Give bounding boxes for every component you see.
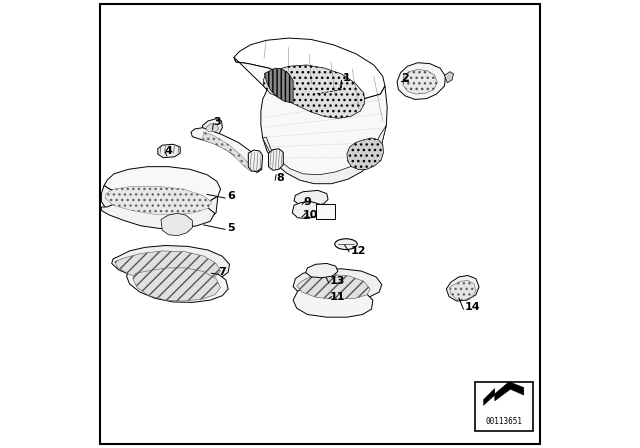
- Text: 4: 4: [164, 146, 172, 155]
- Text: 14: 14: [464, 302, 480, 312]
- Text: 10: 10: [303, 210, 318, 220]
- Polygon shape: [203, 119, 222, 136]
- Polygon shape: [306, 263, 338, 278]
- Ellipse shape: [335, 239, 357, 250]
- Text: 9: 9: [303, 198, 311, 207]
- Polygon shape: [292, 202, 323, 219]
- Text: 2: 2: [401, 73, 410, 83]
- Polygon shape: [262, 125, 387, 184]
- Polygon shape: [101, 185, 218, 225]
- Polygon shape: [158, 144, 180, 158]
- Text: 1: 1: [342, 73, 350, 83]
- Polygon shape: [115, 251, 221, 283]
- Polygon shape: [449, 280, 476, 300]
- Text: 8: 8: [276, 173, 284, 183]
- Polygon shape: [269, 149, 284, 170]
- Text: 3: 3: [213, 117, 221, 127]
- Polygon shape: [484, 382, 524, 405]
- Polygon shape: [112, 246, 230, 283]
- Polygon shape: [234, 57, 387, 184]
- Polygon shape: [101, 196, 215, 228]
- Polygon shape: [127, 264, 228, 302]
- Polygon shape: [104, 167, 221, 204]
- Polygon shape: [297, 274, 370, 299]
- Text: 11: 11: [330, 292, 346, 302]
- Polygon shape: [161, 213, 192, 236]
- Bar: [316, 204, 335, 219]
- Polygon shape: [206, 124, 219, 132]
- Polygon shape: [445, 72, 454, 83]
- Polygon shape: [397, 63, 445, 99]
- Polygon shape: [264, 68, 293, 103]
- Polygon shape: [234, 38, 385, 99]
- Polygon shape: [347, 138, 383, 169]
- Text: 5: 5: [227, 223, 234, 233]
- Polygon shape: [105, 186, 212, 215]
- Text: 6: 6: [227, 191, 235, 201]
- Text: 00113651: 00113651: [485, 418, 522, 426]
- Polygon shape: [293, 284, 373, 317]
- Text: 12: 12: [351, 246, 366, 256]
- Polygon shape: [203, 132, 253, 172]
- Polygon shape: [132, 268, 221, 301]
- Polygon shape: [264, 65, 365, 118]
- Text: 7: 7: [218, 267, 226, 277]
- Polygon shape: [294, 190, 328, 206]
- Polygon shape: [293, 269, 382, 300]
- Polygon shape: [164, 214, 192, 234]
- Text: 13: 13: [330, 276, 345, 286]
- Polygon shape: [248, 150, 262, 171]
- Bar: [475, 382, 532, 431]
- Polygon shape: [403, 69, 437, 94]
- Polygon shape: [446, 276, 479, 301]
- Polygon shape: [191, 128, 262, 172]
